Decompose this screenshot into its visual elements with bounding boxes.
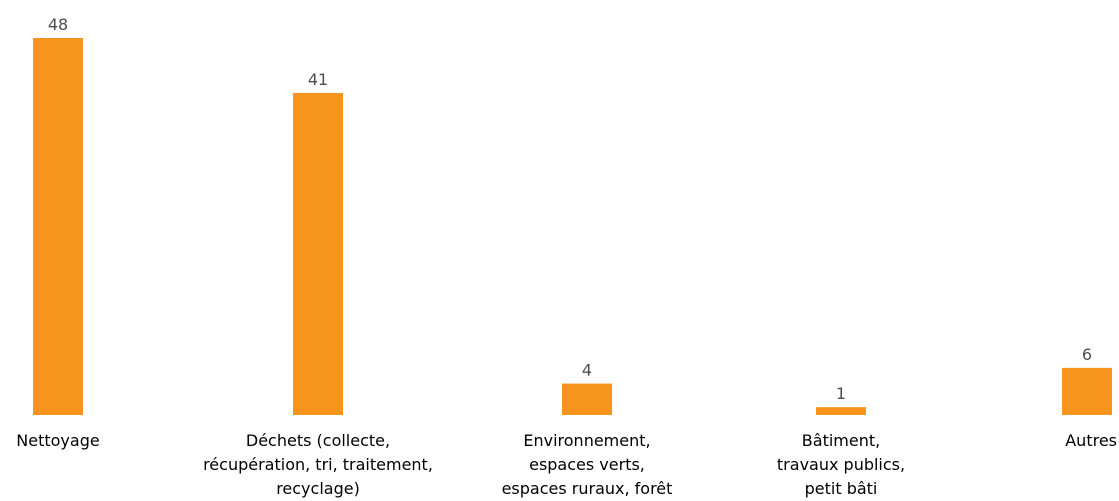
- value-label-3: 1: [836, 384, 846, 403]
- category-label-1-line-1: récupération, tri, traitement,: [203, 455, 433, 474]
- category-label-3-line-0: Bâtiment,: [802, 431, 880, 450]
- category-label-3-line-1: travaux publics,: [777, 455, 905, 474]
- category-label-0: Nettoyage: [16, 431, 99, 450]
- bar-0: [33, 38, 83, 415]
- bars-group: [33, 38, 1112, 415]
- value-label-0: 48: [48, 15, 68, 34]
- category-label-2: Environnement, espaces verts, espaces rura…: [502, 431, 673, 498]
- category-label-0-line-0: Nettoyage: [16, 431, 99, 450]
- value-label-2: 4: [582, 361, 592, 380]
- value-label-1: 41: [308, 70, 328, 89]
- category-label-4-line-0: Autres: [1065, 431, 1117, 450]
- bar-3: [816, 407, 866, 415]
- bar-2: [562, 384, 612, 415]
- category-label-1-line-0: Déchets (collecte,: [246, 431, 390, 450]
- category-label-2-line-1: espaces verts,: [529, 455, 645, 474]
- category-labels-group: Nettoyage Déchets (collecte, récupération,…: [16, 431, 1117, 498]
- category-label-3: Bâtiment, travaux publics, petit bâti: [777, 431, 905, 498]
- bar-1: [293, 93, 343, 415]
- category-label-2-line-2: espaces ruraux, forêt: [502, 479, 673, 498]
- category-label-1: Déchets (collecte, récupération, tri, tra…: [203, 431, 433, 498]
- category-label-4: Autres: [1065, 431, 1117, 450]
- category-label-2-line-0: Environnement,: [523, 431, 650, 450]
- category-label-3-line-2: petit bâti: [805, 479, 878, 498]
- value-label-4: 6: [1082, 345, 1092, 364]
- category-label-1-line-2: recyclage): [276, 479, 360, 498]
- bar-4: [1062, 368, 1112, 415]
